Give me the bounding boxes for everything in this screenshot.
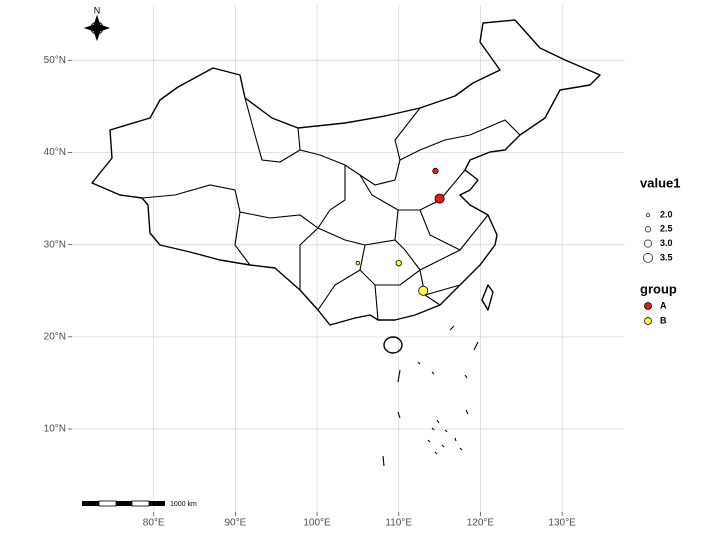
legend-label: 2.0 <box>660 209 673 219</box>
legend-label: 3.5 <box>660 252 673 262</box>
legend-size-key <box>644 226 652 233</box>
legend-size-key <box>643 239 653 248</box>
y-tick-label: 40°N <box>44 147 66 158</box>
x-tick-label: 80°E <box>143 518 165 529</box>
legend-label: B <box>660 315 667 325</box>
scale-label: 1000 km <box>170 501 197 508</box>
china-map <box>91 19 601 467</box>
x-tick-label: 120°E <box>467 518 495 529</box>
point <box>355 260 361 266</box>
hainan <box>383 336 403 354</box>
legend-title: group <box>640 281 677 296</box>
legend-label: A <box>660 300 667 310</box>
north-arrow: N <box>83 5 111 42</box>
x-tick-label: 100°E <box>303 518 331 529</box>
y-tick-label: 10°N <box>44 424 66 435</box>
x-tick-label: 130°E <box>548 518 576 529</box>
y-tick-label: 30°N <box>44 239 66 250</box>
legend-title: value1 <box>640 175 680 190</box>
legend-label: 2.5 <box>660 224 673 234</box>
y-tick-label: 50°N <box>44 55 66 66</box>
point <box>434 193 445 204</box>
country-outline <box>91 19 601 326</box>
legend-label: 3.0 <box>660 238 673 248</box>
x-tick-label: 90°E <box>224 518 246 529</box>
legend-key <box>644 317 652 325</box>
scale-bar: 1000 km <box>82 500 197 508</box>
province-borders <box>141 97 521 321</box>
point <box>418 285 429 296</box>
y-tick-label: 20°N <box>44 331 66 342</box>
north-label: N <box>94 5 101 15</box>
legend-size-key <box>645 212 651 218</box>
taiwan <box>481 284 494 311</box>
x-tick-label: 110°E <box>385 518 412 529</box>
point <box>432 167 439 175</box>
legend-size-key <box>643 252 654 263</box>
legend-key <box>644 302 652 310</box>
islands <box>382 325 479 467</box>
point <box>395 259 402 267</box>
